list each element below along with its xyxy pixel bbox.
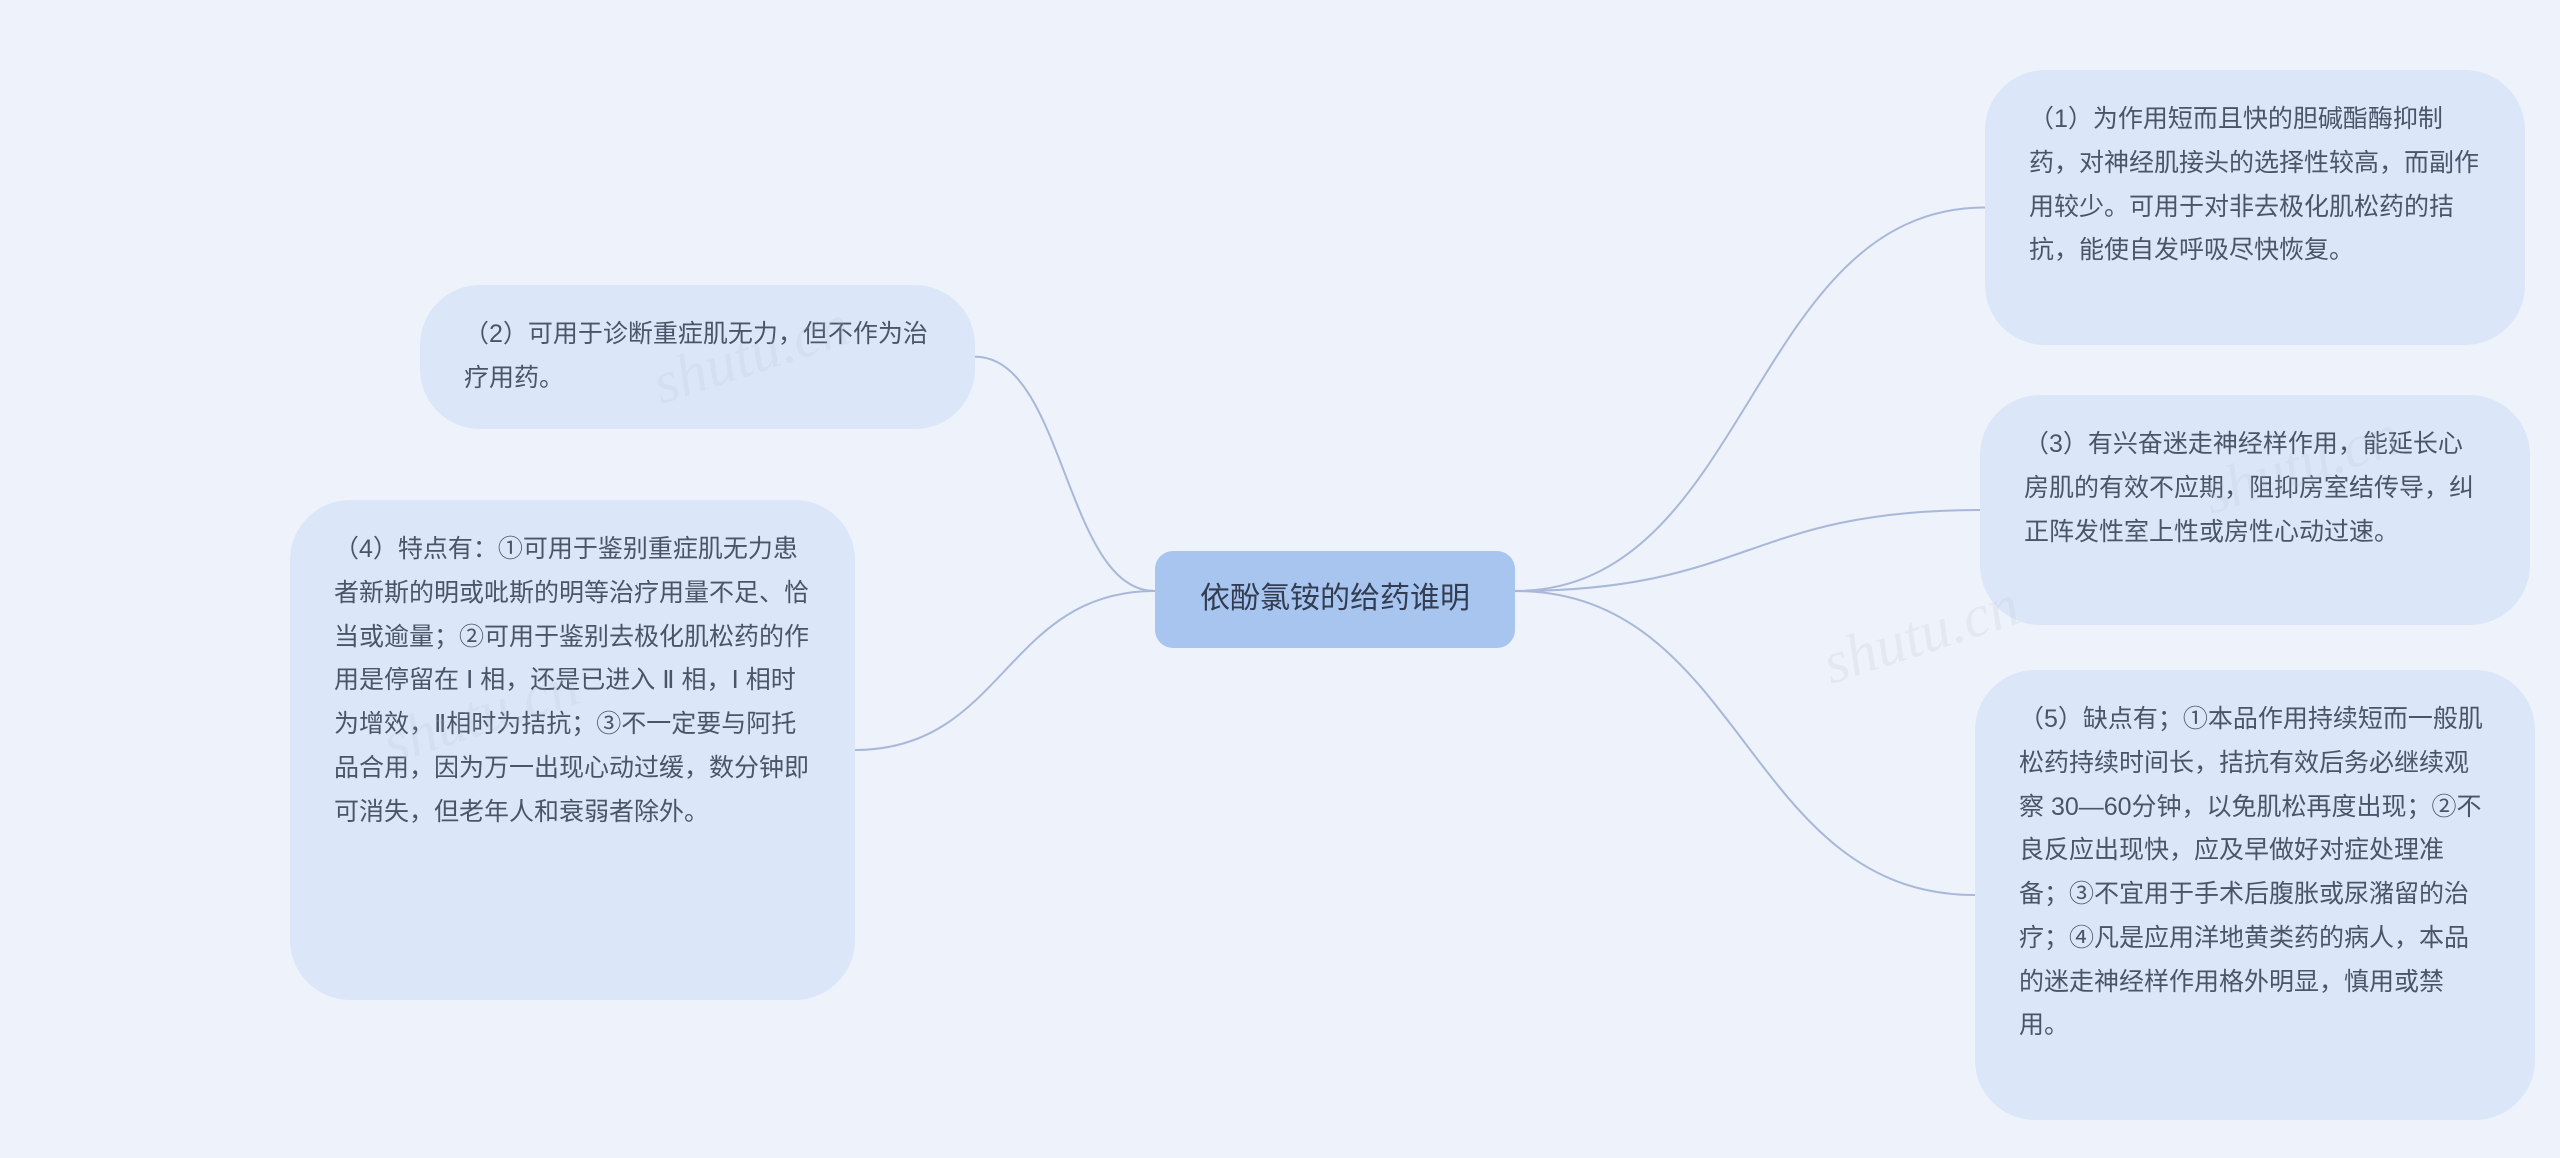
mindmap-canvas: 依酚氯铵的给药谁明 （1）为作用短而且快的胆碱酯酶抑制药，对神经肌接头的选择性较… xyxy=(0,0,2560,1158)
branch-node-2: （2）可用于诊断重症肌无力，但不作为治疗用药。 xyxy=(420,285,975,429)
branch-node-5-text: （5）缺点有；①本品作用持续短而一般肌松药持续时间长，拮抗有效后务必继续观察 3… xyxy=(2019,705,2483,1039)
branch-node-3-text: （3）有兴奋迷走神经样作用，能延长心房肌的有效不应期，阻抑房室结传导，纠正阵发性… xyxy=(2024,430,2474,546)
branch-node-3: （3）有兴奋迷走神经样作用，能延长心房肌的有效不应期，阻抑房室结传导，纠正阵发性… xyxy=(1980,395,2530,625)
center-node-text: 依酚氯铵的给药谁明 xyxy=(1200,582,1470,615)
branch-node-2-text: （2）可用于诊断重症肌无力，但不作为治疗用药。 xyxy=(464,320,928,392)
center-node: 依酚氯铵的给药谁明 xyxy=(1155,551,1515,648)
branch-node-1-text: （1）为作用短而且快的胆碱酯酶抑制药，对神经肌接头的选择性较高，而副作用较少。可… xyxy=(2029,105,2479,264)
branch-node-4: （4）特点有：①可用于鉴别重症肌无力患者新斯的明或吡斯的明等治疗用量不足、恰当或… xyxy=(290,500,855,1000)
branch-node-4-text: （4）特点有：①可用于鉴别重症肌无力患者新斯的明或吡斯的明等治疗用量不足、恰当或… xyxy=(334,535,809,826)
branch-node-5: （5）缺点有；①本品作用持续短而一般肌松药持续时间长，拮抗有效后务必继续观察 3… xyxy=(1975,670,2535,1120)
branch-node-1: （1）为作用短而且快的胆碱酯酶抑制药，对神经肌接头的选择性较高，而副作用较少。可… xyxy=(1985,70,2525,345)
